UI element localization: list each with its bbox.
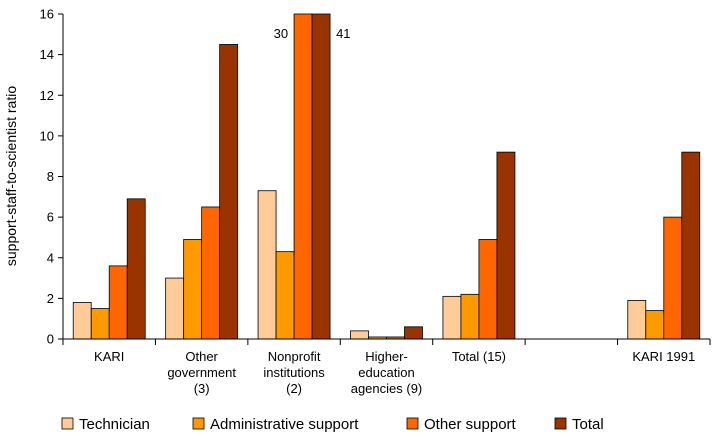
bar-other-support	[108, 265, 128, 340]
bar-other-support	[478, 239, 498, 340]
bar-technician	[72, 302, 92, 340]
bar-administrative-support	[460, 293, 480, 340]
bars	[72, 13, 701, 340]
legend: Technician Administrative support Other su…	[61, 416, 604, 433]
y-tick-label: 2	[47, 291, 54, 306]
legend-label: Total	[572, 416, 604, 433]
category-label: Nonprofit	[268, 349, 321, 364]
legend-swatch	[554, 417, 567, 430]
legend-item: Total	[554, 416, 604, 433]
legend-item: Administrative support	[192, 416, 359, 433]
bar-other-support	[201, 206, 221, 340]
category-label: (2)	[286, 381, 302, 396]
y-tick-labels: 0 2 4 6 8 10 12 14 16	[40, 7, 54, 347]
bar-technician	[165, 277, 185, 340]
axes	[58, 13, 711, 345]
y-tick-label: 10	[40, 128, 54, 143]
annotations: 30 41	[274, 26, 351, 41]
bar-total	[219, 44, 239, 340]
bar-other-support	[293, 13, 313, 340]
value-annotation: 41	[336, 26, 350, 41]
legend-label: Administrative support	[210, 416, 359, 433]
bar-technician	[350, 330, 369, 340]
y-tick-label: 16	[40, 7, 54, 22]
bar-total	[311, 13, 331, 340]
y-tick-label: 12	[40, 88, 54, 103]
bar-technician	[257, 190, 277, 340]
bar-total	[681, 151, 701, 340]
y-tick-label: 4	[47, 250, 54, 265]
bar-technician	[627, 300, 647, 340]
y-tick-label: 8	[47, 169, 54, 184]
bar-administrative-support	[645, 310, 665, 340]
category-label: Higher-	[365, 349, 408, 364]
category-label: education	[358, 365, 414, 380]
bar-total	[404, 326, 423, 340]
category-label: institutions	[263, 365, 325, 380]
y-axis-label: support-staff-to-scientist ratio	[3, 86, 19, 266]
category-label: agencies (9)	[351, 381, 423, 396]
y-tick-label: 0	[47, 332, 54, 347]
bar-administrative-support	[90, 308, 110, 340]
category-label: Other	[185, 349, 218, 364]
legend-swatch	[61, 417, 74, 430]
legend-swatch	[192, 417, 205, 430]
bar-total	[126, 198, 146, 340]
value-annotation: 30	[274, 26, 288, 41]
bar-technician	[442, 295, 462, 340]
category-label: KARI	[94, 349, 124, 364]
legend-swatch	[406, 417, 419, 430]
bar-total	[496, 151, 516, 340]
bar-administrative-support	[183, 239, 203, 340]
bar-administrative-support	[275, 251, 295, 340]
category-label: government	[167, 365, 236, 380]
bar-other-support	[663, 216, 683, 340]
category-label: Total (15)	[452, 349, 506, 364]
y-tick-label: 14	[40, 47, 54, 62]
y-tick-label: 6	[47, 210, 54, 225]
legend-label: Technician	[79, 416, 150, 433]
category-label: KARI 1991	[632, 349, 695, 364]
legend-item: Other support	[406, 416, 517, 433]
category-label: (3)	[194, 381, 210, 396]
legend-item: Technician	[61, 416, 150, 433]
legend-label: Other support	[424, 416, 517, 433]
